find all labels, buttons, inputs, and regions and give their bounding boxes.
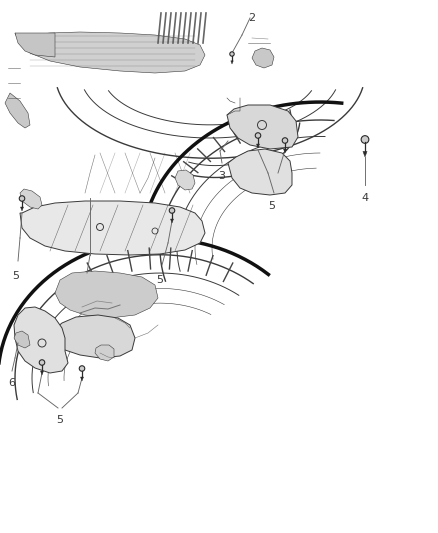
Polygon shape [40, 371, 43, 375]
Text: 5: 5 [268, 201, 276, 211]
Circle shape [230, 52, 234, 56]
Circle shape [79, 366, 85, 372]
Text: 6: 6 [8, 378, 15, 388]
Polygon shape [14, 307, 68, 373]
Circle shape [255, 133, 261, 138]
Polygon shape [81, 377, 84, 381]
Circle shape [39, 360, 45, 365]
Text: 5: 5 [156, 275, 163, 285]
Polygon shape [55, 271, 158, 318]
Polygon shape [283, 149, 286, 153]
Polygon shape [231, 61, 233, 64]
Polygon shape [170, 219, 173, 223]
Polygon shape [227, 105, 298, 149]
Polygon shape [363, 151, 367, 157]
Text: 2: 2 [248, 13, 255, 23]
Polygon shape [257, 144, 259, 148]
Circle shape [169, 208, 175, 213]
Text: 5: 5 [13, 271, 20, 281]
Circle shape [282, 138, 288, 143]
Polygon shape [20, 189, 42, 209]
Text: 1: 1 [81, 281, 88, 291]
Polygon shape [15, 32, 205, 73]
Polygon shape [15, 33, 55, 57]
Polygon shape [14, 331, 30, 348]
Polygon shape [50, 315, 135, 358]
Polygon shape [21, 207, 24, 211]
Text: 5: 5 [57, 415, 64, 425]
Polygon shape [228, 149, 292, 195]
Text: 4: 4 [361, 193, 368, 203]
Text: 3: 3 [219, 171, 226, 181]
Polygon shape [175, 170, 195, 190]
Polygon shape [95, 345, 114, 361]
Circle shape [361, 136, 369, 143]
Circle shape [19, 196, 25, 201]
Polygon shape [20, 201, 205, 255]
Polygon shape [252, 48, 274, 68]
Polygon shape [5, 93, 30, 128]
